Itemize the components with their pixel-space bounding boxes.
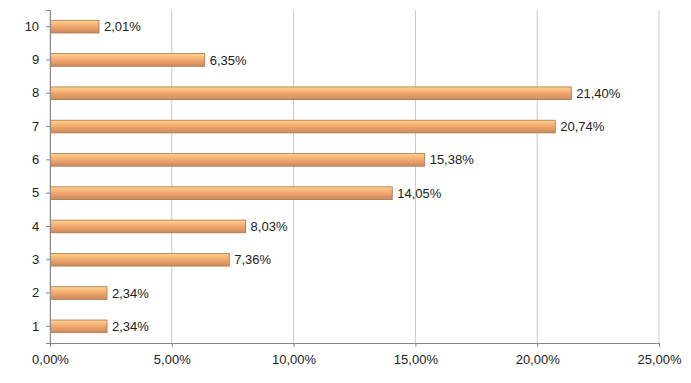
- x-tick-mark: [659, 343, 660, 347]
- y-tick-mark: [46, 193, 50, 194]
- data-label: 7,36%: [234, 252, 271, 267]
- y-tick: 1: [32, 319, 50, 334]
- y-tick-label: 9: [32, 52, 39, 67]
- y-tick-mark: [46, 159, 50, 160]
- y-tick: 10: [25, 19, 50, 34]
- data-label: 6,35%: [210, 53, 247, 68]
- y-tick-mark: [46, 226, 50, 227]
- y-tick: 8: [32, 85, 50, 100]
- x-tick-mark: [294, 343, 295, 347]
- x-axis: 0,00% 5,00% 10,00% 15,00% 20,00% 25,00%: [32, 343, 682, 367]
- bars: [50, 20, 571, 332]
- y-tick-label: 5: [32, 185, 39, 200]
- bar: [50, 320, 107, 333]
- y-tick-mark: [46, 326, 50, 327]
- y-axis-line: [46, 11, 51, 344]
- data-label: 8,03%: [251, 219, 288, 234]
- y-tick: 2: [32, 285, 50, 300]
- y-tick-label: 1: [32, 319, 39, 334]
- y-tick-label: 2: [32, 285, 39, 300]
- grid-line: [537, 10, 538, 343]
- data-label: 15,38%: [430, 152, 475, 167]
- bar: [50, 287, 107, 300]
- x-tick: 20,00%: [516, 343, 561, 367]
- bar: [50, 154, 425, 167]
- y-tick: 7: [32, 119, 50, 134]
- bar: [50, 87, 571, 100]
- data-label: 2,34%: [112, 319, 149, 334]
- y-tick-mark: [46, 26, 50, 27]
- grid-line: [293, 10, 294, 343]
- data-label: 2,34%: [112, 286, 149, 301]
- bar: [50, 253, 229, 266]
- data-label: 14,05%: [397, 186, 442, 201]
- y-tick-mark: [46, 259, 50, 260]
- y-tick-label: 3: [32, 252, 39, 267]
- grid: [50, 10, 659, 343]
- y-axis: 1 2 3 4 5 6 7 8 9 10: [25, 11, 51, 344]
- y-tick-label: 6: [32, 152, 39, 167]
- y-tick-mark: [46, 93, 50, 94]
- bar: [50, 20, 99, 33]
- y-tick: 3: [32, 252, 50, 267]
- x-tick-label: 15,00%: [394, 352, 439, 367]
- data-label: 20,74%: [560, 119, 605, 134]
- bar: [50, 54, 205, 67]
- x-tick: 5,00%: [154, 343, 191, 367]
- data-label: 21,40%: [576, 86, 621, 101]
- plot: 0,00% 5,00% 10,00% 15,00% 20,00% 25,00% 1 2 3 4 5 6…: [25, 10, 682, 367]
- y-tick-label: 8: [32, 85, 39, 100]
- y-tick-mark: [46, 293, 50, 294]
- y-tick-label: 4: [32, 219, 39, 234]
- data-labels: 2,34% 2,34% 7,36% 8,03% 14,05% 15,38% 20,74% 21…: [104, 19, 621, 334]
- x-tick-mark: [415, 343, 416, 347]
- x-tick: 15,00%: [394, 343, 439, 367]
- y-tick: 5: [32, 185, 50, 200]
- x-tick-label: 25,00%: [637, 352, 682, 367]
- grid-line: [415, 10, 416, 343]
- bar: [50, 120, 555, 133]
- x-tick-mark: [172, 343, 173, 347]
- data-label: 2,01%: [104, 19, 141, 34]
- y-tick: 4: [32, 219, 50, 234]
- bar: [50, 187, 392, 200]
- x-tick-label: 5,00%: [154, 352, 191, 367]
- x-tick-label: 20,00%: [516, 352, 561, 367]
- y-tick-label: 7: [32, 119, 39, 134]
- y-tick-label: 10: [25, 19, 39, 34]
- bar: [50, 220, 246, 233]
- grid-line: [659, 10, 660, 343]
- x-tick-label: 0,00%: [32, 352, 69, 367]
- y-tick: 6: [32, 152, 50, 167]
- y-tick-mark: [46, 59, 50, 60]
- x-axis-line: [51, 344, 660, 348]
- x-tick-mark: [537, 343, 538, 347]
- x-tick: 10,00%: [272, 343, 317, 367]
- x-tick-label: 10,00%: [272, 352, 317, 367]
- x-tick: 0,00%: [32, 343, 69, 367]
- x-tick: 25,00%: [637, 343, 682, 367]
- y-tick-mark: [46, 126, 50, 127]
- chart: 0,00% 5,00% 10,00% 15,00% 20,00% 25,00% 1 2 3 4 5 6…: [0, 0, 691, 383]
- y-tick: 9: [32, 52, 50, 67]
